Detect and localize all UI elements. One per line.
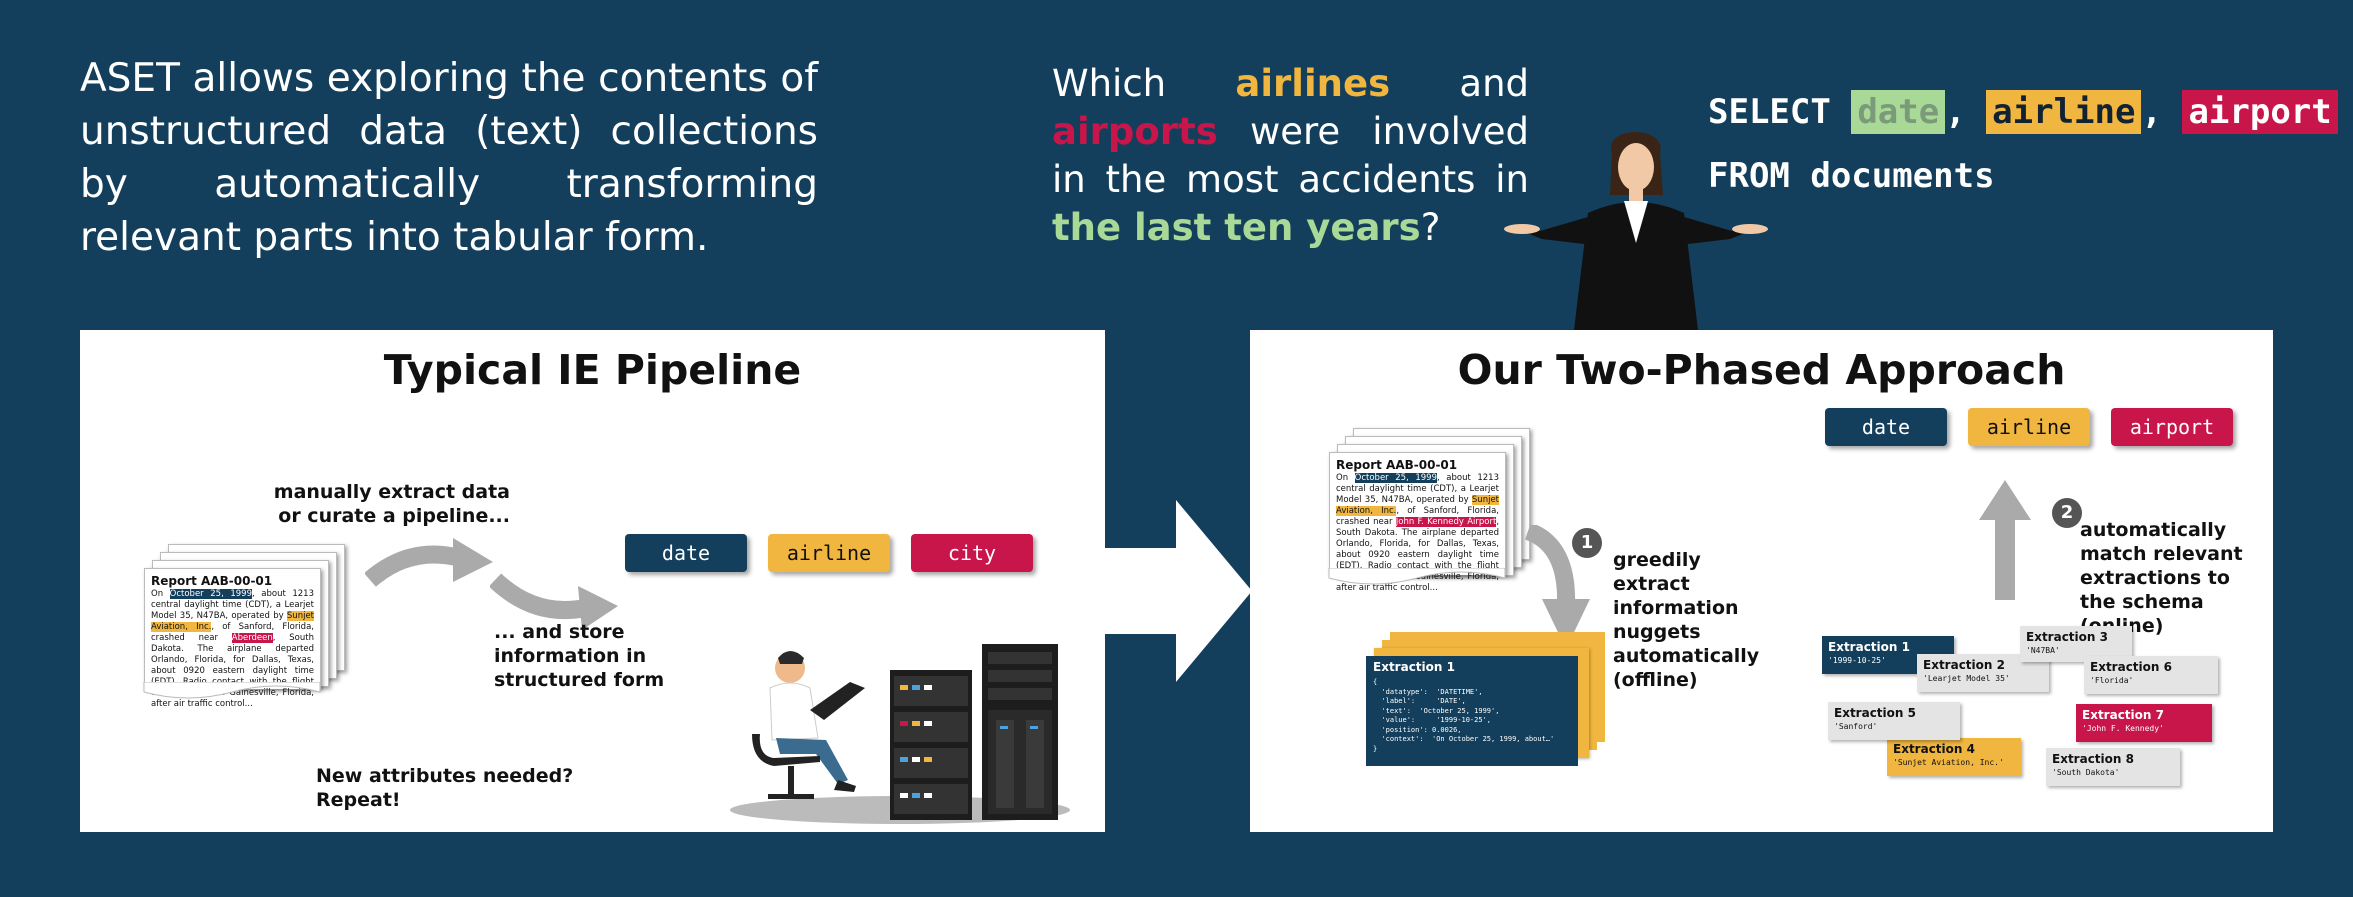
extraction-card-json: { 'datatype': 'DATETIME', 'label': 'DATE… bbox=[1366, 678, 1578, 754]
curved-arrow-down-icon bbox=[1524, 525, 1590, 649]
report-place-mention: Aberdeen bbox=[231, 633, 273, 643]
extraction-item: Extraction 8 'South Dakota' bbox=[2046, 748, 2180, 786]
extraction-item: Extraction 7 'John F. Kennedy' bbox=[2076, 704, 2212, 742]
question-text: Which airlines and airports were involve… bbox=[1052, 60, 1529, 252]
extraction-title: Extraction 7 bbox=[2082, 708, 2164, 722]
extraction-title: Extraction 2 bbox=[1923, 658, 2005, 672]
report-date-mention: October 25, 1999 bbox=[1354, 473, 1437, 483]
extraction-card-line: { bbox=[1373, 678, 1378, 686]
extraction-card-line: 'label': 'DATE', bbox=[1373, 697, 1466, 705]
question-airports: airports bbox=[1052, 110, 1218, 153]
report-text: , of Sanford, Florida, crashed near bbox=[151, 622, 314, 643]
extraction-title: Extraction 8 bbox=[2052, 752, 2134, 766]
extraction-value: 'Sanford' bbox=[1834, 722, 1878, 731]
step-1-caption: greedily extract information nuggets aut… bbox=[1613, 549, 1760, 691]
report-document: Report AAB-00-01 On October 25, 1999, ab… bbox=[144, 568, 321, 709]
extraction-value: 'Florida' bbox=[2090, 676, 2134, 685]
sql-select-line: SELECT date, airline, airport bbox=[1708, 90, 2338, 134]
extraction-card-line: 'context': 'On October 25, 1999, about…' bbox=[1373, 735, 1555, 743]
extraction-value: 'John F. Kennedy' bbox=[2082, 724, 2164, 733]
extraction-card-line: 'value': '1999-10-25', bbox=[1373, 716, 1492, 724]
report-document: Report AAB-00-01 On October 25, 1999, ab… bbox=[1329, 452, 1506, 593]
curved-arrow-icon bbox=[365, 538, 493, 587]
extraction-card-title: Extraction 1 bbox=[1373, 660, 1455, 674]
document-wavy-edge bbox=[143, 682, 321, 699]
step-2-caption: automatically match relevant extractions… bbox=[2080, 519, 2243, 637]
question-part: were involved in the most accidents in bbox=[1052, 110, 1529, 201]
extraction-card-line: 'text': 'October 25, 1999', bbox=[1373, 706, 1500, 715]
sql-airline-column: airline bbox=[1986, 90, 2142, 134]
extraction-title: Extraction 6 bbox=[2090, 660, 2172, 674]
extraction-title: Extraction 4 bbox=[1893, 742, 1975, 756]
report-title: Report AAB-00-01 bbox=[1336, 458, 1458, 472]
report-place-mention: John F. Kennedy Airport bbox=[1395, 517, 1497, 527]
report-text: , about 1213 central daylight time (CDT)… bbox=[1336, 473, 1499, 505]
question-timeframe: the last ten years bbox=[1052, 206, 1421, 249]
question-part: and bbox=[1390, 62, 1530, 105]
sql-airport-column: airport bbox=[2182, 90, 2338, 134]
schema-chip-date: date bbox=[1825, 408, 1947, 446]
sql-from-line: FROM documents bbox=[1708, 156, 1995, 196]
report-text: On bbox=[151, 589, 170, 599]
extraction-item: Extraction 2 'Learjet Model 35' bbox=[1917, 654, 2049, 692]
question-part: Which bbox=[1052, 62, 1236, 105]
schema-chip-airline: airline bbox=[768, 534, 890, 572]
extraction-title: Extraction 3 bbox=[2026, 630, 2108, 644]
arrow-up-icon bbox=[1979, 480, 2031, 600]
schema-chip-airline: airline bbox=[1968, 408, 2090, 446]
panel-title: Typical IE Pipeline bbox=[383, 346, 802, 394]
arrow-right-icon bbox=[1100, 500, 1252, 682]
report-text: , of Sanford, Florida, crashed near bbox=[1336, 506, 1499, 527]
extraction-title: Extraction 5 bbox=[1834, 706, 1916, 720]
panel-title: Our Two-Phased Approach bbox=[1457, 346, 2066, 394]
report-text: , about 1213 central daylight time (CDT)… bbox=[151, 589, 314, 621]
step-2-badge: 2 bbox=[2052, 498, 2082, 528]
schema-chip-date: date bbox=[625, 534, 747, 572]
schema-chip-city: city bbox=[911, 534, 1033, 572]
intro-text: ASET allows exploring the contents of un… bbox=[80, 56, 818, 260]
extraction-card-line: 'datatype': 'DATETIME', bbox=[1373, 687, 1483, 696]
extraction-value: 'Sunjet Aviation, Inc.' bbox=[1893, 758, 2004, 767]
extraction-value: 'South Dakota' bbox=[2052, 768, 2120, 777]
sql-date-column: date bbox=[1851, 90, 1946, 134]
extraction-card: Extraction 1 { 'datatype': 'DATETIME', '… bbox=[1366, 656, 1578, 766]
caption-extract: manually extract data or curate a pipeli… bbox=[273, 481, 510, 527]
shrugging-woman-illustration bbox=[1504, 132, 1768, 330]
extraction-item: Extraction 4 'Sunjet Aviation, Inc.' bbox=[1887, 738, 2021, 776]
extraction-item: Extraction 6 'Florida' bbox=[2084, 656, 2218, 694]
caption-repeat: New attributes needed? Repeat! bbox=[316, 765, 574, 811]
extraction-title: Extraction 1 bbox=[1828, 640, 1910, 654]
curved-arrow-icon bbox=[490, 573, 618, 630]
report-text: On bbox=[1336, 473, 1355, 483]
caption-store: ... and store information in structured … bbox=[494, 621, 665, 691]
extraction-value: 'Learjet Model 35' bbox=[1923, 674, 2010, 683]
sql-comma: , bbox=[2141, 92, 2162, 132]
report-title: Report AAB-00-01 bbox=[151, 574, 273, 588]
extraction-value: 'N47BA' bbox=[2026, 646, 2060, 655]
sql-comma: , bbox=[1945, 92, 1966, 132]
sql-select-keyword: SELECT bbox=[1708, 92, 1831, 132]
schema-chip-airport: airport bbox=[2111, 408, 2233, 446]
extraction-card-line: } bbox=[1373, 744, 1378, 753]
extraction-card-line: 'position': 0.0026, bbox=[1373, 725, 1462, 734]
person-with-laptop-and-servers-illustration bbox=[730, 644, 1070, 824]
question-airlines: airlines bbox=[1235, 62, 1391, 105]
report-date-mention: October 25, 1999 bbox=[169, 589, 252, 599]
extraction-value: '1999-10-25' bbox=[1828, 656, 1886, 665]
document-wavy-edge bbox=[1328, 568, 1506, 585]
extraction-item: Extraction 5 'Sanford' bbox=[1828, 702, 1960, 740]
question-part: ? bbox=[1420, 206, 1441, 249]
step-1-badge: 1 bbox=[1572, 528, 1602, 558]
typical-ie-pipeline-panel: Typical IE Pipeline Report AAB-00-01 On … bbox=[80, 330, 1105, 832]
two-phased-approach-panel: Our Two-Phased Approach date airline air… bbox=[1250, 330, 2273, 832]
